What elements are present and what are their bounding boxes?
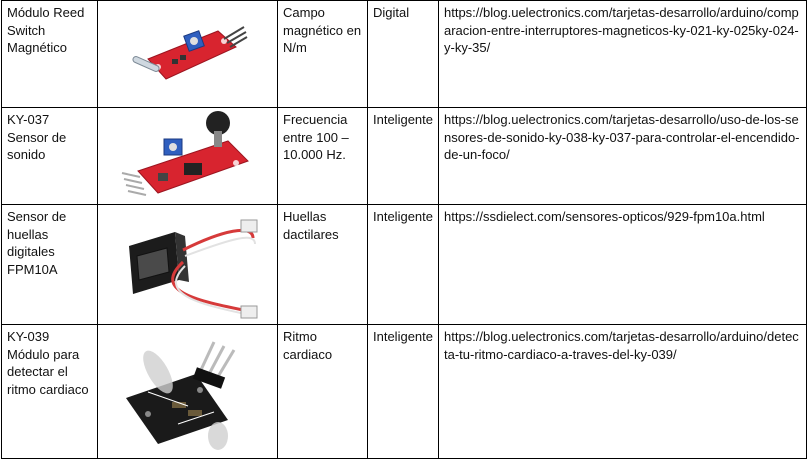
measures-cell: Ritmo cardiaco bbox=[277, 324, 368, 459]
reference-url-cell[interactable]: https://blog.uelectronics.com/tarjetas-d… bbox=[438, 324, 807, 459]
reference-url-cell[interactable]: https://blog.uelectronics.com/tarjetas-d… bbox=[438, 107, 807, 205]
type-cell: Inteligente bbox=[367, 107, 439, 205]
table-row: Sensor de huellas digitales FPM10A Huell… bbox=[1, 204, 807, 325]
type-cell: Inteligente bbox=[367, 324, 439, 459]
reference-url-cell[interactable]: https://blog.uelectronics.com/tarjetas-d… bbox=[438, 0, 807, 108]
sensor-name-cell: Módulo Reed Switch Magnético bbox=[1, 0, 98, 108]
fingerprint-sensor-module-image bbox=[128, 219, 257, 318]
sensor-image-cell bbox=[97, 204, 278, 325]
sensor-image-cell bbox=[97, 107, 278, 205]
reference-url-cell[interactable]: https://ssdielect.com/sensores-opticos/9… bbox=[438, 204, 807, 325]
sensor-name-cell: KY-039 Módulo para detectar el ritmo car… bbox=[1, 324, 98, 459]
type-cell: Digital bbox=[367, 0, 439, 108]
measures-cell: Frecuencia entre 100 – 10.000 Hz. bbox=[277, 107, 368, 205]
heartbeat-sensor-module-image bbox=[125, 340, 235, 450]
sensor-name-cell: KY-037 Sensor de sonido bbox=[1, 107, 98, 205]
sound-sensor-module-image bbox=[121, 111, 249, 196]
measures-cell: Huellas dactilares bbox=[277, 204, 368, 325]
sensor-name-cell: Sensor de huellas digitales FPM10A bbox=[1, 204, 98, 325]
table-row: Módulo Reed Switch Magnético Camp bbox=[1, 0, 807, 108]
sensor-image-cell bbox=[97, 0, 278, 108]
type-cell: Inteligente bbox=[367, 204, 439, 325]
table-row: KY-037 Sensor de sonido bbox=[1, 107, 807, 205]
sensor-image-cell bbox=[97, 324, 278, 459]
table-row: KY-039 Módulo para detectar el ritmo car… bbox=[1, 324, 807, 459]
reed-switch-module-image bbox=[131, 26, 248, 80]
measures-cell: Campo magnético en N/m bbox=[277, 0, 368, 108]
